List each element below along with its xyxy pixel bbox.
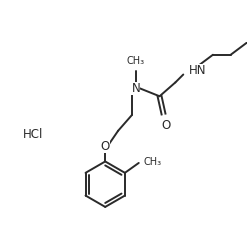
- Text: CH₃: CH₃: [144, 157, 162, 167]
- Text: CH₃: CH₃: [127, 56, 145, 66]
- Text: HN: HN: [189, 64, 207, 77]
- Text: O: O: [101, 140, 110, 153]
- Text: HCl: HCl: [23, 128, 44, 141]
- Text: N: N: [131, 82, 140, 95]
- Text: O: O: [161, 119, 170, 132]
